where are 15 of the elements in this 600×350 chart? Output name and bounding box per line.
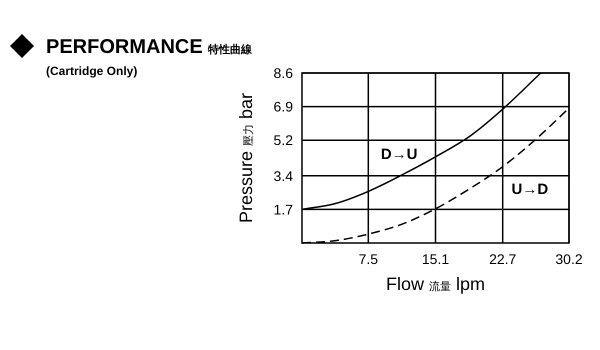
text: (Cartridge Only) — [46, 64, 138, 78]
y-tick-label: 8.6 — [274, 65, 294, 81]
x-axis-title: Flow 流量 lpm — [386, 274, 486, 294]
chart-title: PERFORMANCE 特性曲線 — [46, 36, 254, 58]
y-tick-label: 6.9 — [274, 98, 294, 115]
x-tick-label: 15.1 — [422, 251, 450, 267]
y-tick-label: 1.7 — [274, 201, 294, 218]
x-tick-label: 30.2 — [555, 251, 583, 267]
y-tick-label: 3.4 — [274, 168, 294, 184]
series-label: D→U — [380, 146, 418, 163]
x-tick-label: 7.5 — [358, 251, 378, 267]
x-tick-label: 22.7 — [489, 251, 517, 267]
series-label: U→D — [512, 180, 548, 198]
y-axis-title: Pressure 壓力 bar — [236, 92, 256, 224]
y-tick-label: 5.2 — [274, 132, 294, 148]
